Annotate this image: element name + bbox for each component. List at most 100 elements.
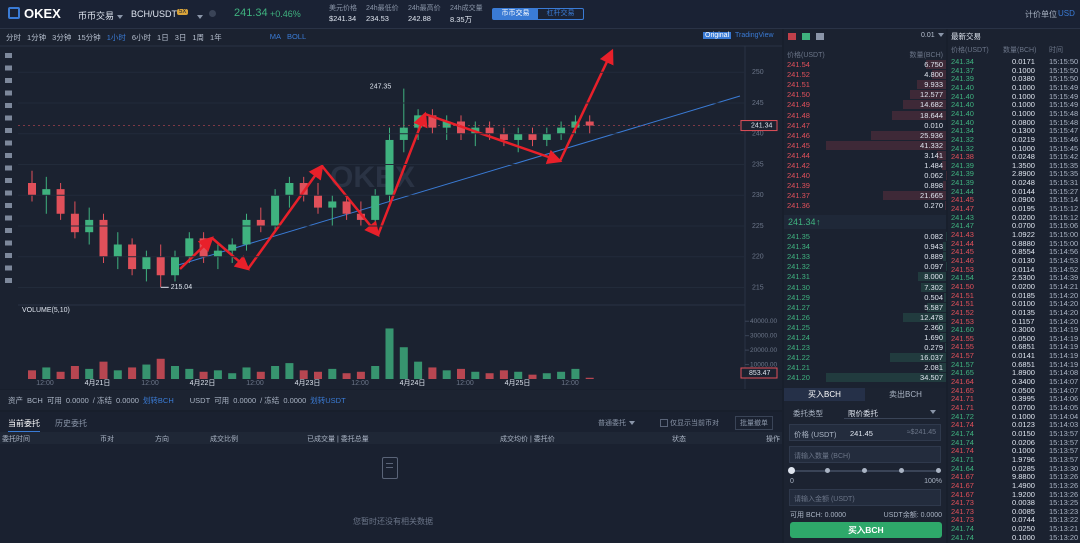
interval[interactable]: 3日 (174, 33, 187, 42)
tool-icon[interactable] (5, 253, 12, 258)
book-amount: 3.141 (924, 150, 943, 160)
book-amount: 0.010 (924, 120, 943, 130)
orders-tab[interactable]: 历史委托 (55, 419, 87, 428)
total-input[interactable]: 请输入金额 (USDT) (789, 489, 941, 506)
pair-caret (194, 12, 203, 21)
book-mode-icon[interactable] (816, 33, 824, 40)
market-menu[interactable]: 币币交易 (78, 9, 124, 22)
tool-icon[interactable] (5, 103, 12, 108)
tool-icon[interactable] (5, 265, 12, 271)
volume-bar (571, 368, 580, 379)
tool-icon[interactable] (5, 203, 12, 208)
trade-price: 241.47 (951, 221, 974, 231)
indicator[interactable]: MA (269, 32, 281, 41)
unit[interactable]: USD (1058, 9, 1075, 18)
logo[interactable]: OKEX (24, 6, 61, 21)
tool-icon[interactable] (5, 153, 12, 158)
trade-amount: 0.0185 (1012, 290, 1035, 300)
trade-price: 241.50 (951, 281, 974, 291)
tool-icon[interactable] (5, 128, 12, 133)
tool-icon[interactable] (5, 90, 12, 96)
slider-stop[interactable] (899, 468, 904, 473)
tool-icon[interactable] (5, 178, 12, 183)
tool-icon[interactable] (5, 65, 12, 71)
trade-amount: 0.1000 (1012, 446, 1035, 456)
order-col: 已成交量 | 委托总量 (307, 436, 369, 443)
asset-text[interactable]: 划转BCH (142, 395, 174, 405)
sell-tab[interactable]: 卖出BCH (889, 390, 922, 399)
trade-amount: 0.0206 (1012, 437, 1035, 447)
trade-amount: 0.3400 (1012, 377, 1035, 387)
trade-time: 15:15:27 (1049, 186, 1079, 196)
trade-price: 241.55 (951, 333, 974, 343)
trades-title: 最新交易 (951, 32, 981, 41)
tool-icon[interactable] (5, 78, 12, 83)
interval[interactable]: 1分钟 (27, 33, 47, 42)
tool-icon[interactable] (5, 240, 12, 246)
stat-value: $241.34 (329, 14, 357, 23)
empty-text: 您暂时还没有相关数据 (353, 517, 433, 526)
asset-text[interactable]: 划转USDT (310, 395, 346, 405)
trade-amount: 0.0144 (1012, 186, 1035, 196)
info-icon[interactable] (209, 10, 216, 17)
trade-price: 241.39 (951, 74, 974, 84)
book-price: 241.26 (787, 312, 810, 322)
precision[interactable]: 0.01 (921, 32, 944, 39)
tool-icon[interactable] (5, 278, 12, 283)
buy-tab[interactable]: 买入BCH (784, 388, 865, 401)
submit-button[interactable]: 买入BCH (790, 522, 942, 538)
tool-icon[interactable] (5, 165, 12, 171)
interval[interactable]: 1年 (210, 33, 222, 42)
interval[interactable]: 1周 (192, 33, 205, 42)
annotation-arrow (211, 237, 250, 271)
indicator[interactable]: BOLL (286, 32, 307, 41)
mode-tab[interactable]: 杠杆交易 (546, 10, 575, 17)
interval[interactable]: 1小时 (106, 33, 126, 42)
orders-tab-active[interactable]: 当前委托 (8, 418, 40, 433)
interval[interactable]: 分时 (6, 33, 21, 42)
book-mode-icon[interactable] (788, 33, 796, 40)
candle-body (428, 115, 437, 128)
slider-stop[interactable] (862, 468, 867, 473)
batch-cancel[interactable]: 批量撤单 (735, 416, 773, 430)
candle-body (42, 189, 51, 196)
trade-price: 241.74 (951, 428, 974, 438)
book-price: 241.31 (787, 272, 810, 282)
mode-tab-active[interactable]: 币币交易 (493, 9, 538, 19)
trade-price: 241.65 (951, 385, 974, 395)
book-amount: 1.484 (924, 161, 943, 170)
pair[interactable]: BCH/USDT (131, 9, 178, 19)
trade-price: 241.46 (951, 255, 974, 265)
view-original[interactable]: Original (703, 32, 732, 39)
interval[interactable]: 15分钟 (77, 33, 101, 42)
slider-stop[interactable] (936, 468, 941, 473)
tool-icon[interactable] (5, 215, 12, 221)
order-col: 币对 (100, 436, 114, 443)
price-input[interactable]: 价格 (USDT) 241.45 ≈$241.45 (789, 424, 941, 441)
book-amount: 12.478 (920, 312, 943, 322)
type-select[interactable]: 限价委托 (844, 406, 940, 419)
candle-body (385, 139, 394, 196)
slider-stop[interactable] (825, 468, 830, 473)
checkbox[interactable] (660, 419, 668, 427)
volume-bar (156, 358, 165, 379)
trade-time: 15:13:25 (1049, 498, 1079, 508)
view-tradingview[interactable]: TradingView (735, 32, 774, 39)
tool-icon[interactable] (5, 115, 12, 121)
book-mode-icon[interactable] (802, 33, 810, 40)
tool-icon[interactable] (5, 190, 12, 196)
slider-thumb[interactable] (788, 467, 795, 474)
tool-icon[interactable] (5, 228, 12, 233)
interval[interactable]: 3分钟 (52, 33, 72, 42)
candle-body (571, 121, 580, 128)
interval[interactable]: 6小时 (131, 33, 152, 42)
trade-time: 15:13:57 (1049, 437, 1079, 447)
tool-icon[interactable] (5, 140, 12, 146)
amount-input[interactable]: 请输入数量 (BCH) (789, 446, 941, 463)
order-filter[interactable]: 普通委托 (598, 418, 635, 428)
x-tick-label: 12:00 (456, 380, 474, 387)
trade-time: 15:14:07 (1049, 385, 1079, 395)
tool-icon[interactable] (5, 53, 12, 58)
interval[interactable]: 1日 (157, 33, 169, 42)
